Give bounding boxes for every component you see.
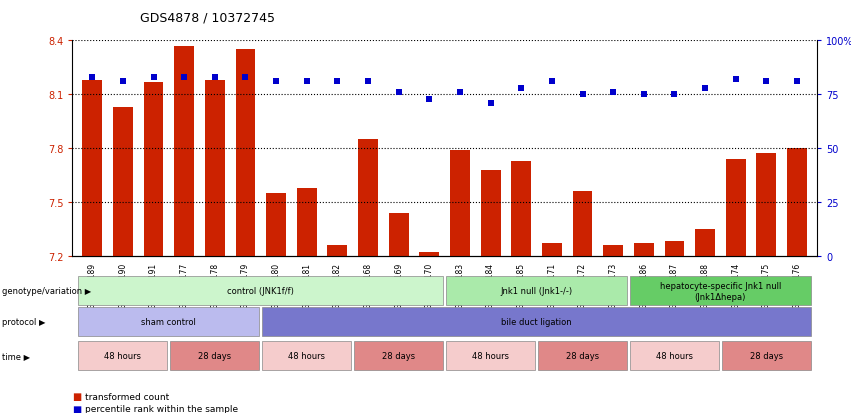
Text: Jnk1 null (Jnk1-/-): Jnk1 null (Jnk1-/-) <box>500 287 573 296</box>
Point <box>454 90 467 96</box>
Bar <box>787 149 807 256</box>
Bar <box>420 252 439 256</box>
Point <box>116 79 129 85</box>
Text: 48 hours: 48 hours <box>105 351 141 360</box>
Text: sham control: sham control <box>141 318 197 327</box>
Bar <box>266 193 286 256</box>
Text: transformed count: transformed count <box>85 392 169 401</box>
Bar <box>481 170 500 256</box>
Point <box>760 79 774 85</box>
Bar <box>450 150 470 256</box>
Point <box>576 92 590 98</box>
Text: hepatocyte-specific Jnk1 null
(Jnk1Δhepa): hepatocyte-specific Jnk1 null (Jnk1Δhepa… <box>660 282 781 301</box>
Point <box>300 79 313 85</box>
Point <box>361 79 374 85</box>
Text: control (JNK1f/f): control (JNK1f/f) <box>227 287 294 296</box>
Bar <box>389 213 408 256</box>
Point <box>330 79 344 85</box>
Point <box>85 74 99 81</box>
Text: 28 days: 28 days <box>750 351 783 360</box>
Text: 48 hours: 48 hours <box>656 351 693 360</box>
Text: bile duct ligation: bile duct ligation <box>501 318 572 327</box>
Text: 28 days: 28 days <box>566 351 599 360</box>
Bar <box>665 242 684 256</box>
Point <box>515 85 528 92</box>
Bar <box>757 154 776 256</box>
Point <box>422 96 436 102</box>
Point <box>607 90 620 96</box>
Bar <box>695 229 715 256</box>
Point <box>791 79 804 85</box>
Bar <box>174 47 194 256</box>
Bar <box>297 188 317 256</box>
Point <box>177 74 191 81</box>
Bar <box>144 83 163 256</box>
Point <box>208 74 221 81</box>
Text: genotype/variation ▶: genotype/variation ▶ <box>2 287 91 296</box>
Bar <box>328 245 347 256</box>
Point <box>391 90 405 96</box>
Text: 48 hours: 48 hours <box>472 351 509 360</box>
Point <box>699 85 712 92</box>
Text: protocol ▶: protocol ▶ <box>2 318 45 327</box>
Text: GDS4878 / 10372745: GDS4878 / 10372745 <box>140 12 276 25</box>
Text: ■: ■ <box>72 392 82 401</box>
Point <box>545 79 559 85</box>
Text: ■: ■ <box>72 404 82 413</box>
Point <box>146 74 160 81</box>
Bar <box>113 107 133 256</box>
Bar <box>236 50 255 256</box>
Bar <box>726 159 745 256</box>
Text: time ▶: time ▶ <box>2 351 30 360</box>
Point <box>637 92 651 98</box>
Bar <box>573 192 592 256</box>
Bar <box>205 81 225 256</box>
Text: 28 days: 28 days <box>198 351 231 360</box>
Bar <box>511 161 531 256</box>
Text: 28 days: 28 days <box>382 351 415 360</box>
Bar <box>83 81 102 256</box>
Point <box>729 77 743 83</box>
Bar <box>542 244 562 256</box>
Point <box>269 79 283 85</box>
Bar <box>603 245 623 256</box>
Point <box>668 92 682 98</box>
Text: percentile rank within the sample: percentile rank within the sample <box>85 404 238 413</box>
Point <box>238 74 252 81</box>
Bar <box>358 140 378 256</box>
Text: 48 hours: 48 hours <box>288 351 325 360</box>
Point <box>484 100 498 107</box>
Bar <box>634 244 654 256</box>
